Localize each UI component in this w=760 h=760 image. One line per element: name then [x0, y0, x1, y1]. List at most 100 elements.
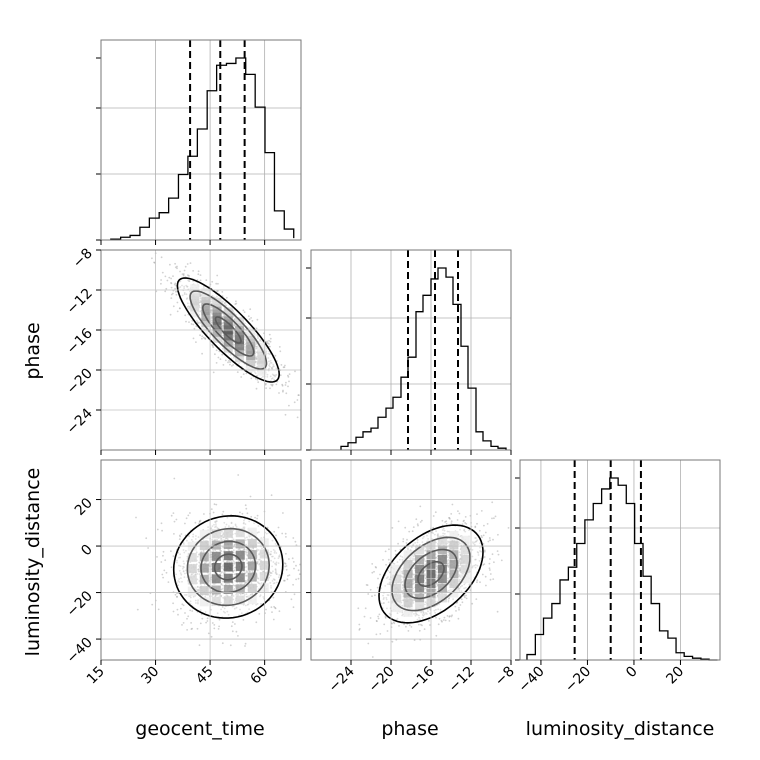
sample-point	[214, 353, 216, 356]
sample-point	[258, 553, 260, 556]
sample-point	[293, 567, 295, 570]
sample-point	[215, 523, 217, 525]
sample-point	[270, 494, 273, 497]
sample-point	[283, 366, 286, 369]
sample-point	[225, 296, 228, 299]
sample-point	[222, 610, 225, 613]
sample-point	[456, 519, 459, 521]
sample-point	[217, 527, 220, 530]
sample-point	[243, 570, 246, 573]
sample-point	[221, 565, 224, 568]
sample-point	[161, 271, 164, 274]
sample-point	[269, 582, 272, 584]
sample-point	[285, 392, 288, 395]
sample-point	[450, 615, 453, 618]
sample-point	[257, 335, 259, 338]
sample-point	[160, 282, 162, 285]
sample-point	[228, 359, 230, 362]
sample-point	[222, 324, 225, 327]
sample-point	[269, 340, 272, 343]
sample-point	[233, 323, 236, 326]
sample-point	[182, 622, 185, 624]
sample-point	[176, 267, 178, 270]
sample-point	[221, 353, 224, 356]
sample-point	[170, 514, 173, 517]
sample-point	[215, 525, 217, 527]
sample-point	[257, 549, 260, 551]
sample-point	[274, 569, 277, 572]
sample-point	[219, 572, 222, 575]
sample-point	[215, 362, 218, 364]
sample-point	[169, 313, 172, 316]
sample-point	[269, 553, 272, 556]
sample-point	[255, 327, 258, 330]
sample-point	[273, 378, 276, 381]
sample-point	[184, 612, 186, 614]
sample-point	[255, 387, 258, 390]
sample-point	[222, 510, 225, 513]
sample-point	[404, 526, 407, 529]
sample-point	[214, 526, 216, 529]
sample-point	[186, 285, 189, 288]
sample-point	[196, 320, 199, 323]
sample-point	[497, 553, 500, 556]
sample-point	[402, 538, 405, 540]
sample-point	[244, 572, 247, 574]
density-cell	[199, 597, 209, 607]
sample-point	[210, 305, 213, 308]
sample-point	[274, 568, 277, 571]
density-cell	[190, 302, 200, 312]
sample-point	[176, 561, 178, 564]
sample-point	[288, 558, 290, 560]
sample-point	[221, 584, 224, 587]
sample-point	[255, 358, 258, 360]
sample-point	[244, 582, 247, 584]
sample-point	[222, 321, 225, 324]
sample-point	[214, 521, 217, 524]
sample-point	[217, 282, 219, 285]
sample-point	[277, 557, 280, 560]
sample-point	[206, 333, 208, 335]
sample-point	[190, 622, 193, 624]
sample-point	[233, 584, 235, 587]
sample-point	[239, 582, 241, 584]
sample-point	[222, 347, 224, 350]
sample-point	[282, 366, 285, 369]
sample-point	[205, 621, 208, 624]
sample-point	[244, 642, 247, 645]
sample-point	[216, 526, 219, 529]
sample-point	[280, 364, 283, 366]
sample-point	[221, 342, 224, 345]
sample-point	[160, 279, 163, 281]
sample-point	[218, 618, 221, 621]
sample-point	[169, 263, 171, 266]
sample-point	[269, 572, 272, 574]
sample-point	[281, 383, 284, 386]
sample-point	[269, 361, 272, 364]
density-cell	[246, 363, 256, 372]
sample-point	[135, 516, 137, 519]
sample-point	[183, 285, 186, 288]
sample-point	[489, 558, 491, 560]
sample-point	[241, 512, 244, 515]
sample-point	[298, 394, 300, 396]
sample-point	[245, 557, 248, 560]
sample-point	[229, 644, 232, 647]
sample-point	[271, 367, 274, 369]
sample-point	[227, 361, 229, 364]
sample-point	[367, 642, 370, 645]
sample-point	[222, 546, 224, 549]
sample-point	[416, 523, 419, 525]
sample-point	[191, 610, 194, 612]
sample-point	[443, 616, 446, 619]
sample-point	[443, 529, 446, 532]
sample-point	[290, 598, 293, 601]
sample-point	[393, 622, 396, 625]
sample-point	[231, 593, 234, 596]
sample-point	[267, 352, 270, 355]
sample-point	[480, 510, 483, 512]
sample-point	[236, 371, 239, 373]
sample-point	[232, 560, 235, 563]
density-cell	[247, 595, 257, 605]
sample-point	[217, 290, 219, 292]
